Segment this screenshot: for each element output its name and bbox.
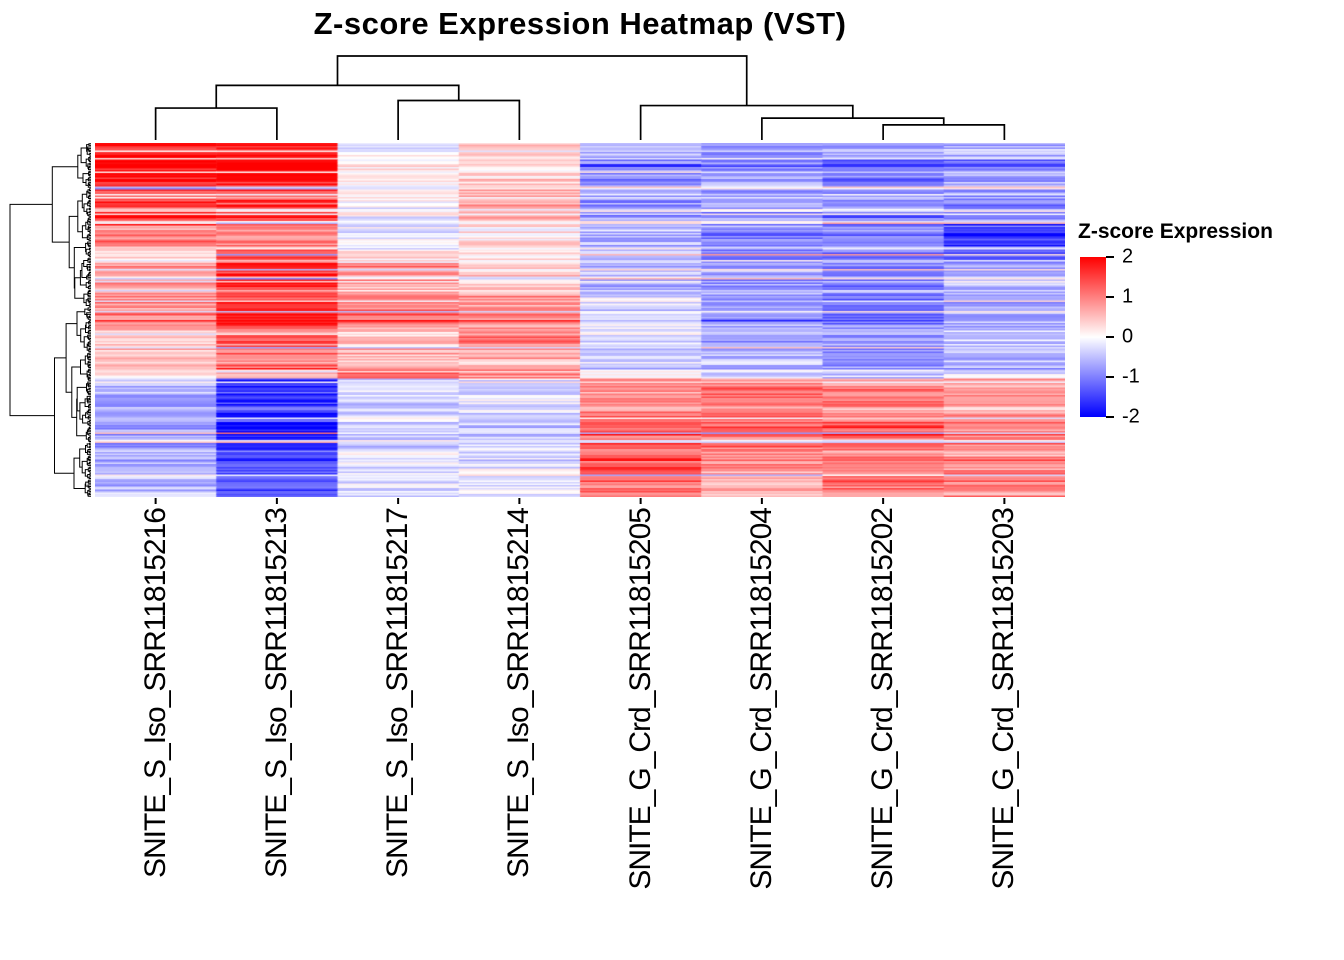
column-dendrogram (154, 55, 1006, 140)
column-label-cell: SNITE_G_Crd_SRR11815203 (944, 508, 1065, 954)
legend-tick-mark (1106, 416, 1114, 418)
column-label-cell: SNITE_S_Iso_SRR11815214 (459, 508, 580, 954)
legend-tick-mark (1106, 376, 1114, 378)
column-label: SNITE_G_Crd_SRR11815204 (744, 508, 778, 890)
column-label-cell: SNITE_S_Iso_SRR11815217 (338, 508, 459, 954)
row-dendrogram-branches (9, 143, 91, 497)
legend-tick-label: -2 (1122, 405, 1140, 428)
legend-tick-label: -1 (1122, 365, 1140, 388)
column-label: SNITE_G_Crd_SRR11815205 (623, 508, 657, 890)
column-label: SNITE_G_Crd_SRR11815203 (987, 508, 1021, 890)
legend-tick-label: 2 (1122, 245, 1134, 268)
column-label: SNITE_G_Crd_SRR11815202 (866, 508, 900, 890)
column-label-cell: SNITE_G_Crd_SRR11815204 (701, 508, 822, 954)
legend-tick-label: 1 (1122, 285, 1134, 308)
legend-tick-mark (1106, 256, 1114, 258)
column-label: SNITE_S_Iso_SRR11815216 (138, 508, 172, 879)
chart-title: Z-score Expression Heatmap (VST) (313, 6, 847, 41)
column-label: SNITE_S_Iso_SRR11815217 (381, 508, 415, 879)
column-label: SNITE_S_Iso_SRR11815213 (259, 508, 293, 879)
legend-colorbar (1080, 257, 1106, 417)
legend-title: Z-score Expression (1078, 220, 1273, 243)
column-label-cell: SNITE_G_Crd_SRR11815205 (580, 508, 701, 954)
heatmap-grid (95, 143, 1065, 497)
legend-tick-label: 0 (1122, 325, 1134, 348)
column-labels: SNITE_S_Iso_SRR11815216 SNITE_S_Iso_SRR11… (95, 508, 1065, 954)
column-label-cell: SNITE_S_Iso_SRR11815213 (216, 508, 337, 954)
column-label-cell: SNITE_G_Crd_SRR11815202 (823, 508, 944, 954)
legend-tick-mark (1106, 296, 1114, 298)
legend: Z-score Expression 2 1 0 -1 -2 (1078, 220, 1338, 437)
legend-tick-mark (1106, 336, 1114, 338)
column-label: SNITE_S_Iso_SRR11815214 (502, 508, 536, 879)
column-label-cell: SNITE_S_Iso_SRR11815216 (95, 508, 216, 954)
column-dendrogram-branches (154, 55, 1006, 140)
row-dendrogram (9, 143, 91, 497)
legend-body: 2 1 0 -1 -2 (1078, 246, 1338, 437)
